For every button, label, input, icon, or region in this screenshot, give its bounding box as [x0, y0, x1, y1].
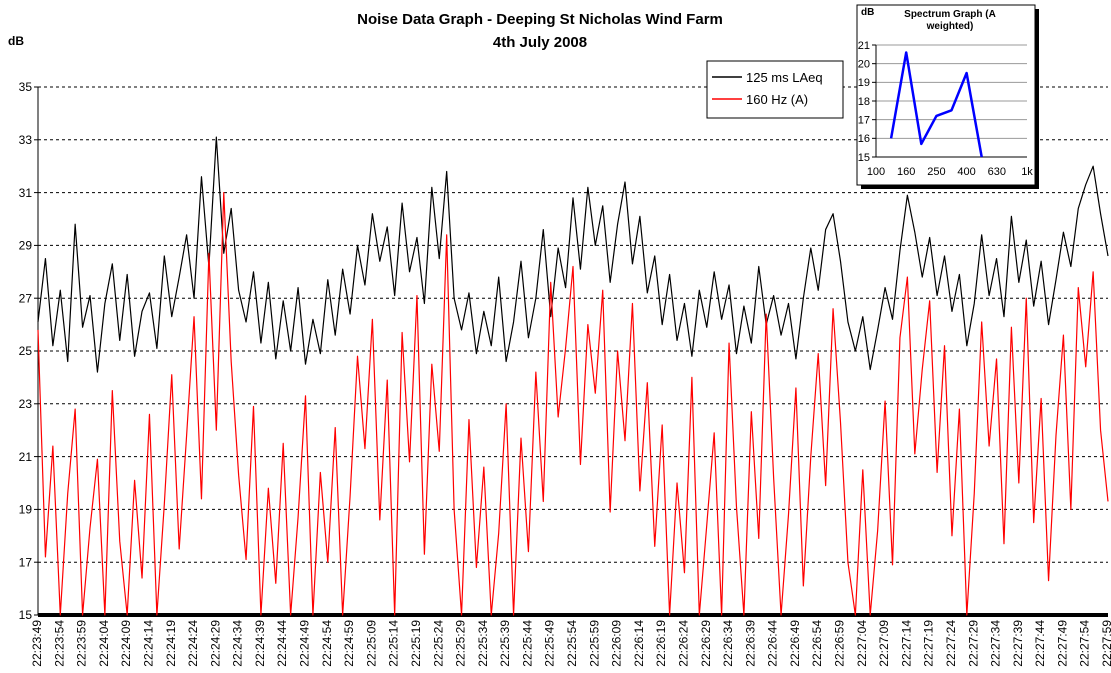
- y-tick-label: 15: [19, 608, 33, 622]
- data-line: [37, 136, 1109, 373]
- x-tick-label: 22:24:44: [275, 620, 289, 667]
- legend-box: [706, 60, 844, 119]
- x-tick-label: 22:26:34: [721, 620, 735, 667]
- x-tick-label: 22:23:54: [52, 620, 66, 667]
- x-tick-label: 22:25:39: [498, 620, 512, 667]
- x-tick-label: 22:26:39: [743, 620, 757, 667]
- x-tick-label: 22:24:49: [298, 620, 312, 667]
- x-tick-label: 22:26:54: [810, 620, 824, 667]
- legend-label: 160 Hz (A): [746, 92, 808, 107]
- x-tick-label: 22:24:24: [186, 620, 200, 667]
- x-tick-label: 22:25:34: [476, 620, 490, 667]
- x-tick-label: 22:25:19: [409, 620, 423, 667]
- x-tick-label: 22:23:49: [30, 620, 44, 667]
- y-tick-label: 17: [19, 555, 33, 569]
- x-tick-label: 22:27:54: [1078, 620, 1092, 667]
- x-tick-label: 22:27:59: [1100, 620, 1111, 667]
- x-tick-label: 22:24:39: [253, 620, 267, 667]
- inset-box: [856, 4, 1036, 186]
- x-tick-label: 22:26:44: [766, 620, 780, 667]
- y-tick-label: 25: [19, 344, 33, 358]
- y-tick-label: 18: [858, 96, 870, 108]
- y-tick-label: 35: [19, 80, 33, 94]
- x-tick-label: 22:27:49: [1055, 620, 1069, 667]
- x-tick-label: 22:24:59: [342, 620, 356, 667]
- x-tick-label: 22:26:59: [833, 620, 847, 667]
- y-tick-label: 19: [19, 503, 33, 517]
- x-tick-label: 250: [927, 166, 945, 178]
- x-tick-label: 22:26:09: [610, 620, 624, 667]
- x-tick-label: 22:25:24: [431, 620, 445, 667]
- x-tick-label: 22:27:14: [899, 620, 913, 667]
- chart-title: Noise Data Graph - Deeping St Nicholas W…: [357, 11, 723, 28]
- y-tick-label: 23: [19, 397, 33, 411]
- x-tick-label: 160: [897, 166, 915, 178]
- x-tick-label: 22:27:44: [1033, 620, 1047, 667]
- y-tick-label: 20: [858, 59, 870, 71]
- legend-label: 125 ms LAeq: [746, 70, 823, 85]
- x-tick-label: 22:27:04: [855, 620, 869, 667]
- inset-y-label: dB: [861, 7, 874, 18]
- y-tick-label: 21: [19, 450, 33, 464]
- x-tick-label: 22:25:29: [454, 620, 468, 667]
- x-tick-label: 22:24:09: [119, 620, 133, 667]
- y-tick-label: 16: [858, 133, 870, 145]
- x-tick-label: 22:25:44: [520, 620, 534, 667]
- x-tick-label: 22:25:14: [387, 620, 401, 667]
- x-tick-label: 22:26:19: [654, 620, 668, 667]
- x-tick-label: 22:25:49: [543, 620, 557, 667]
- y-axis-label: dB: [8, 34, 24, 48]
- x-tick-label: 22:27:24: [944, 620, 958, 667]
- y-tick-label: 19: [858, 77, 870, 89]
- y-tick-label: 15: [858, 152, 870, 164]
- x-tick-label: 22:24:19: [164, 620, 178, 667]
- x-tick-label: 22:27:34: [989, 620, 1003, 667]
- y-tick-label: 31: [19, 186, 33, 200]
- y-tick-label: 21: [858, 40, 870, 52]
- x-tick-label: 22:26:29: [699, 620, 713, 667]
- inset-title: Spectrum Graph (A weighted): [904, 9, 996, 32]
- x-tick-label: 22:24:34: [231, 620, 245, 667]
- data-line: [37, 192, 1109, 616]
- x-tick-label: 1k: [1021, 166, 1033, 178]
- x-tick-label: 22:26:24: [676, 620, 690, 667]
- x-tick-label: 100: [867, 166, 885, 178]
- chart-subtitle: 4th July 2008: [493, 34, 587, 51]
- y-tick-label: 33: [19, 133, 33, 147]
- x-tick-label: 22:27:39: [1011, 620, 1025, 667]
- x-tick-label: 22:25:09: [364, 620, 378, 667]
- x-tick-label: 22:24:04: [97, 620, 111, 667]
- x-tick-label: 22:26:14: [632, 620, 646, 667]
- x-tick-label: 22:26:49: [788, 620, 802, 667]
- x-tick-label: 22:25:54: [565, 620, 579, 667]
- x-tick-label: 630: [988, 166, 1006, 178]
- x-tick-label: 400: [957, 166, 975, 178]
- x-tick-label: 22:25:59: [587, 620, 601, 667]
- y-tick-label: 17: [858, 115, 870, 127]
- y-tick-label: 27: [19, 291, 33, 305]
- x-tick-label: 22:23:59: [75, 620, 89, 667]
- x-tick-label: 22:24:14: [141, 620, 155, 667]
- x-tick-label: 22:24:29: [208, 620, 222, 667]
- y-tick-label: 29: [19, 239, 33, 253]
- x-tick-label: 22:24:54: [320, 620, 334, 667]
- x-tick-label: 22:27:29: [966, 620, 980, 667]
- data-line: [889, 51, 983, 158]
- x-tick-label: 22:27:09: [877, 620, 891, 667]
- x-tick-label: 22:27:19: [922, 620, 936, 667]
